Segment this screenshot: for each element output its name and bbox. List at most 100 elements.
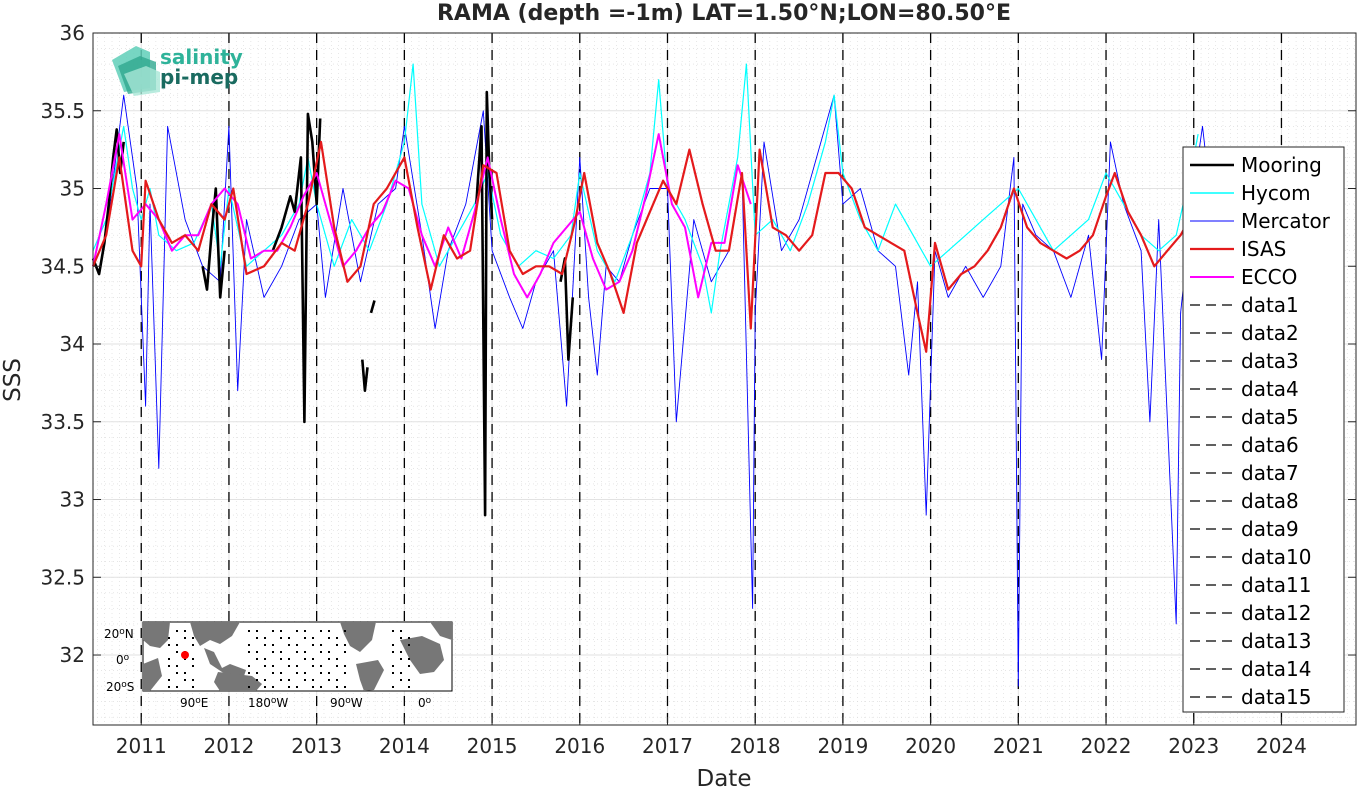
map-lat-s: S: [127, 680, 135, 694]
legend-label: data7: [1241, 461, 1299, 485]
legend-label: data14: [1241, 657, 1312, 681]
x-tick-label: 2018: [730, 734, 781, 758]
inset-buoy-dot: [256, 637, 258, 639]
inset-buoy-dot: [328, 672, 330, 674]
inset-buoy-dot: [328, 658, 330, 660]
inset-buoy-dot: [168, 644, 170, 646]
map-lat-0-sup: o: [124, 653, 130, 663]
svg-text:0o: 0o: [418, 696, 432, 710]
inset-buoy-dot: [280, 679, 282, 681]
inset-buoy-dot: [184, 630, 186, 632]
inset-buoy-dots: [168, 630, 410, 688]
inset-buoy-dot: [176, 665, 178, 667]
svg-text:0o: 0o: [116, 653, 130, 667]
logo-wave-icon: [112, 46, 160, 96]
inset-buoy-dot: [328, 679, 330, 681]
y-tick-label: 33.5: [40, 410, 85, 434]
y-tick-label: 33: [60, 488, 85, 512]
x-tick-label: 2021: [993, 734, 1044, 758]
inset-buoy-dot: [248, 630, 250, 632]
inset-buoy-dot: [336, 637, 338, 639]
series-hycom: [92, 63, 1199, 314]
inset-buoy-dot: [392, 672, 394, 674]
inset-buoy-dot: [328, 630, 330, 632]
inset-buoy-dot: [304, 651, 306, 653]
inset-buoy-dot: [176, 644, 178, 646]
inset-buoy-dot: [392, 686, 394, 688]
x-tick-label: 2011: [116, 734, 167, 758]
inset-buoy-dot: [312, 679, 314, 681]
inset-buoy-dot: [408, 679, 410, 681]
inset-buoy-dot: [304, 672, 306, 674]
inset-buoy-dot: [264, 658, 266, 660]
series-line-mooring: [201, 187, 226, 299]
legend-label: data15: [1241, 685, 1312, 709]
inset-buoy-dot: [312, 658, 314, 660]
inset-buoy-dot: [400, 658, 402, 660]
legend-label: Mercator: [1241, 209, 1331, 233]
inset-buoy-dot: [296, 672, 298, 674]
inset-buoy-dot: [288, 679, 290, 681]
y-tick-label: 32.5: [40, 565, 85, 589]
legend-label: data5: [1241, 405, 1299, 429]
inset-buoy-dot: [280, 637, 282, 639]
inset-buoy-dot: [248, 686, 250, 688]
inset-buoy-dot: [320, 651, 322, 653]
inset-buoy-dot: [408, 644, 410, 646]
axes-box: [92, 32, 1357, 726]
inset-buoy-dot: [248, 672, 250, 674]
x-tick-label: 2012: [203, 734, 254, 758]
inset-buoy-dot: [184, 672, 186, 674]
inset-buoy-dot: [272, 630, 274, 632]
inset-buoy-dot: [336, 679, 338, 681]
inset-buoy-dot: [280, 651, 282, 653]
inset-buoy-dot: [272, 644, 274, 646]
map-lat-n: N: [125, 627, 134, 641]
y-tick-label: 35: [60, 177, 85, 201]
inset-buoy-dot: [400, 679, 402, 681]
inset-buoy-dot: [336, 665, 338, 667]
inset-buoy-dot: [264, 679, 266, 681]
inset-buoy-dot: [192, 686, 194, 688]
inset-buoy-dot: [400, 630, 402, 632]
inset-map: 20oN 0o 20oS 90oE 180oW 90oW 0o: [104, 621, 453, 710]
y-tick-label: 35.5: [40, 99, 85, 123]
inset-buoy-dot: [312, 686, 314, 688]
y-tick-label: 32: [60, 643, 85, 667]
inset-buoy-dot: [288, 665, 290, 667]
inset-buoy-dot: [296, 644, 298, 646]
inset-buoy-dot: [256, 672, 258, 674]
svg-text:90oE: 90oE: [180, 696, 208, 710]
inset-buoy-dot: [344, 686, 346, 688]
map-lon-w2: W: [351, 696, 363, 710]
series-ecco: [92, 133, 752, 299]
y-tick-label: 34: [60, 332, 85, 356]
x-tick-label: 2014: [379, 734, 430, 758]
x-tick-label: 2016: [554, 734, 605, 758]
inset-buoy-dot: [408, 665, 410, 667]
map-lon-sup4: o: [426, 696, 432, 706]
inset-buoy-dot: [344, 630, 346, 632]
inset-buoy-dot: [288, 644, 290, 646]
inset-buoy-dot: [168, 686, 170, 688]
legend-label: data13: [1241, 629, 1312, 653]
inset-buoy-dot: [320, 672, 322, 674]
map-lat-20n: 20: [104, 627, 119, 641]
inset-buoy-dot: [320, 665, 322, 667]
inset-buoy-dot: [344, 651, 346, 653]
map-lat-deg-sup2: o: [121, 680, 127, 690]
series-isas: [91, 140, 1204, 353]
legend-label: Hycom: [1241, 181, 1311, 205]
legend-label: data6: [1241, 433, 1299, 457]
inset-buoy-dot: [248, 665, 250, 667]
map-lon-e: E: [201, 696, 209, 710]
legend-label: data2: [1241, 321, 1299, 345]
inset-buoy-dot: [304, 630, 306, 632]
inset-buoy-dot: [168, 658, 170, 660]
inset-buoy-dot: [296, 630, 298, 632]
plot-area: [91, 32, 1357, 726]
inset-buoy-dot: [272, 686, 274, 688]
series-line-mooring: [475, 90, 494, 517]
map-lon-180w: 180: [248, 696, 271, 710]
inset-buoy-dot: [408, 637, 410, 639]
